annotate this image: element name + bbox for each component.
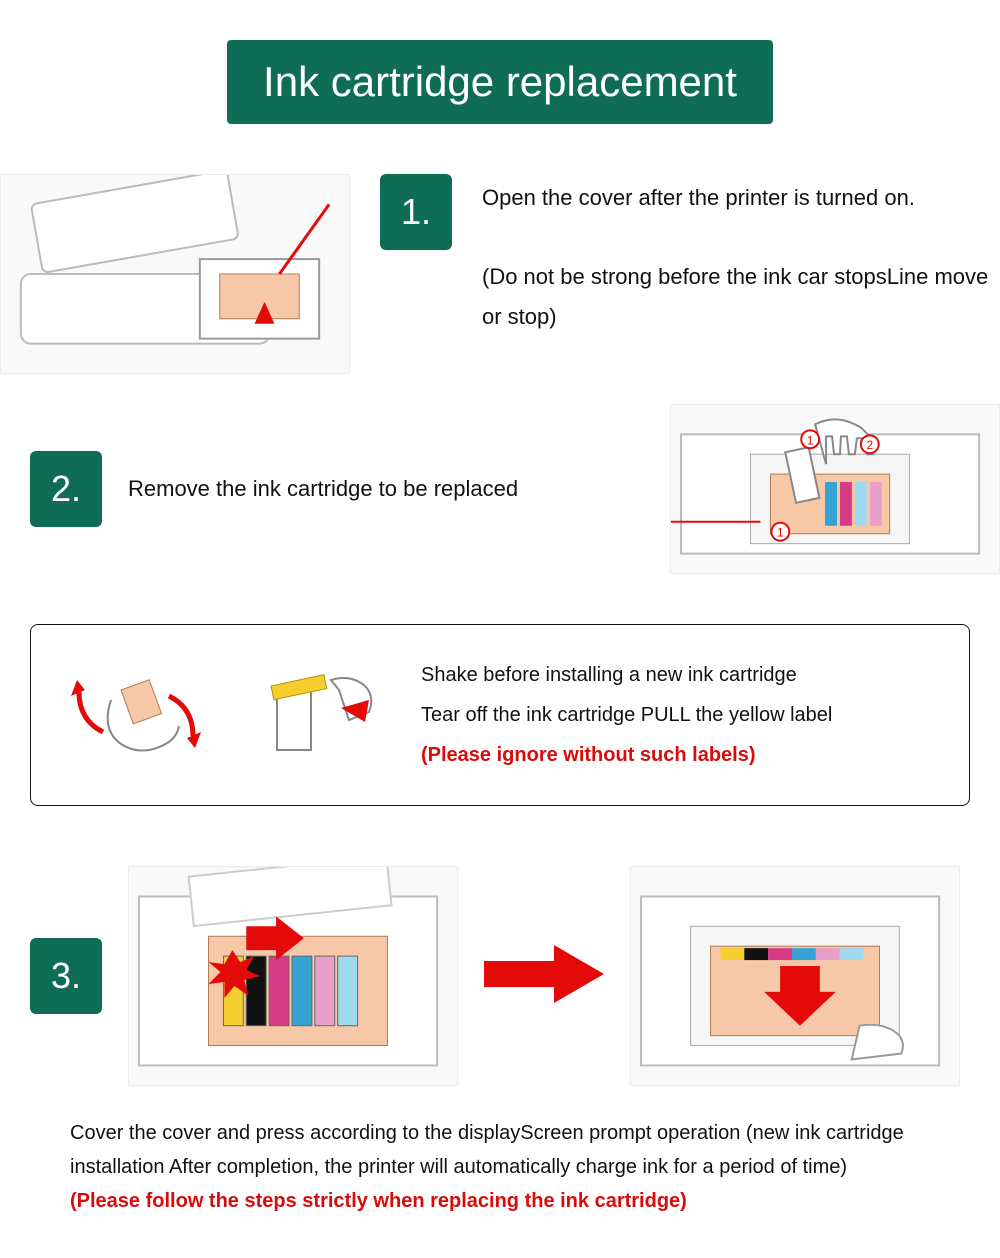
bottom-warn: (Please follow the steps strictly when r… <box>70 1190 687 1212</box>
step1-badge: 1. <box>380 174 452 250</box>
bottom-line: Cover the cover and press according to t… <box>70 1122 904 1178</box>
svg-text:1: 1 <box>807 433 814 447</box>
step1-text: Open the cover after the printer is turn… <box>482 178 1000 336</box>
step3b-illustration <box>630 866 960 1086</box>
note-line1: Shake before installing a new ink cartri… <box>421 664 797 686</box>
bottom-text: Cover the cover and press according to t… <box>0 1116 1000 1258</box>
step2-illustration: 1 2 1 <box>670 404 1000 574</box>
note-warn: (Please ignore without such labels) <box>421 744 756 766</box>
note-box: Shake before installing a new ink cartri… <box>30 624 970 806</box>
svg-text:1: 1 <box>777 526 784 540</box>
note-line2: Tear off the ink cartridge PULL the yell… <box>421 704 832 726</box>
svg-text:2: 2 <box>866 438 873 452</box>
note-text: Shake before installing a new ink cartri… <box>421 655 939 775</box>
step1-illustration <box>0 174 350 374</box>
step3-arrow-icon <box>484 939 604 1014</box>
step2-badge: 2. <box>30 451 102 527</box>
step2-text: Remove the ink cartridge to be replaced <box>128 476 644 502</box>
step1-line1: Open the cover after the printer is turn… <box>482 185 915 210</box>
step1-line2: (Do not be strong before the ink car sto… <box>482 264 988 329</box>
note-shake-illustration <box>61 660 211 770</box>
note-tear-illustration <box>241 660 391 770</box>
step3a-illustration <box>128 866 458 1086</box>
page-title: Ink cartridge replacement <box>227 40 773 124</box>
step3-badge: 3. <box>30 938 102 1014</box>
